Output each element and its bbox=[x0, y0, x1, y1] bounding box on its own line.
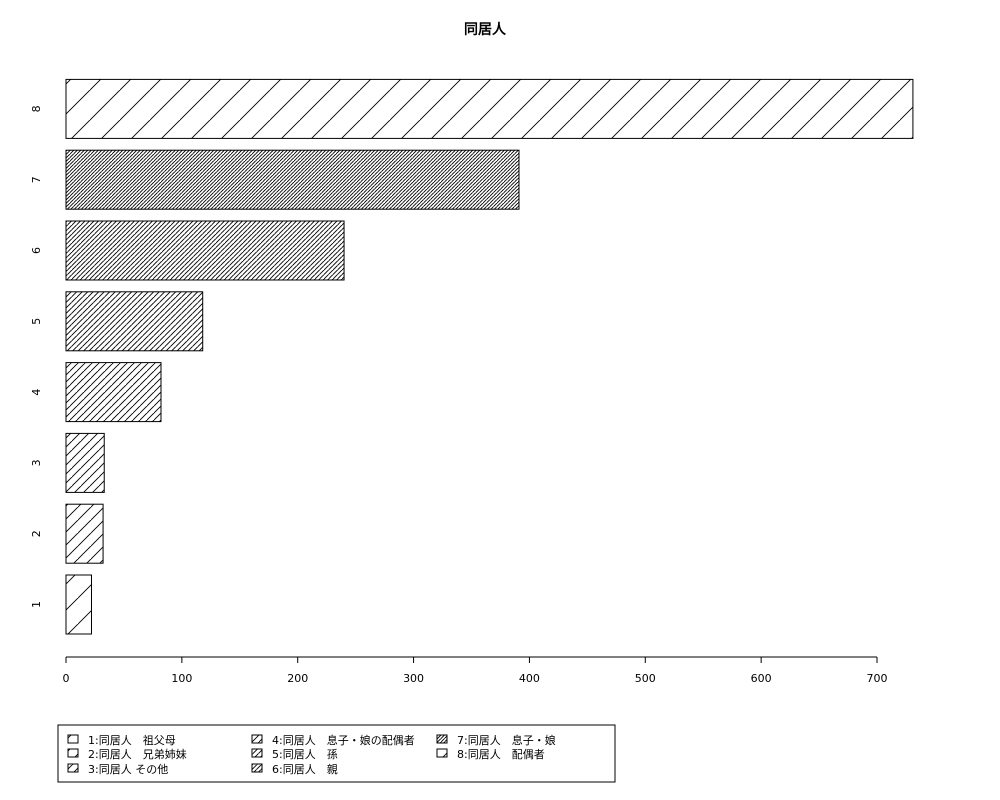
x-tick-label: 600 bbox=[751, 672, 772, 685]
legend-swatch bbox=[67, 734, 79, 744]
legend-entry: 8:同居人 配偶者 bbox=[457, 748, 545, 761]
legend-swatch bbox=[67, 748, 79, 758]
x-tick-label: 700 bbox=[867, 672, 888, 685]
legend-swatch bbox=[251, 748, 263, 758]
bar-6 bbox=[65, 220, 345, 281]
bar-5 bbox=[65, 291, 204, 352]
legend-entry: 6:同居人 親 bbox=[272, 763, 338, 776]
chart-title: 同居人 bbox=[464, 21, 507, 38]
legend-entry: 1:同居人 祖父母 bbox=[88, 733, 176, 747]
y-tick-label: 5 bbox=[30, 318, 43, 325]
legend-swatch bbox=[436, 748, 448, 758]
bar-2 bbox=[65, 503, 104, 564]
bar-8 bbox=[65, 78, 914, 139]
y-tick-label: 7 bbox=[30, 176, 43, 183]
bars bbox=[65, 78, 914, 635]
x-tick-label: 200 bbox=[287, 672, 308, 685]
y-tick-label: 8 bbox=[30, 105, 43, 112]
y-tick-label: 1 bbox=[30, 601, 43, 608]
y-tick-label: 4 bbox=[30, 389, 43, 396]
y-tick-label: 2 bbox=[30, 530, 43, 537]
x-tick-label: 400 bbox=[519, 672, 540, 685]
bar-3 bbox=[65, 432, 105, 493]
legend-swatch bbox=[67, 763, 79, 773]
legend-entry: 2:同居人 兄弟姉妹 bbox=[88, 747, 187, 761]
x-tick-label: 500 bbox=[635, 672, 656, 685]
x-axis: 0 100 200 300 400 500 600 700 bbox=[63, 656, 888, 685]
legend-entry: 5:同居人 孫 bbox=[272, 748, 338, 761]
x-tick-label: 300 bbox=[403, 672, 424, 685]
legend-swatch bbox=[251, 734, 263, 744]
legend-box bbox=[57, 724, 616, 783]
legend-entry: 4:同居人 息子・娘の配偶者 bbox=[272, 733, 415, 747]
x-tick-label: 0 bbox=[63, 672, 70, 685]
legend-entry: 3:同居人 その他 bbox=[88, 763, 168, 776]
legend-swatch bbox=[251, 763, 263, 773]
y-tick-label: 6 bbox=[30, 247, 43, 254]
y-axis: 1 2 3 4 5 6 7 8 bbox=[30, 105, 43, 608]
bar-7 bbox=[65, 149, 520, 210]
legend-entry: 7:同居人 息子・娘 bbox=[457, 733, 556, 747]
y-tick-label: 3 bbox=[30, 459, 43, 466]
legend-swatch bbox=[436, 734, 448, 744]
bar-1 bbox=[65, 574, 92, 635]
x-tick-label: 100 bbox=[171, 672, 192, 685]
bar-4 bbox=[65, 362, 162, 423]
